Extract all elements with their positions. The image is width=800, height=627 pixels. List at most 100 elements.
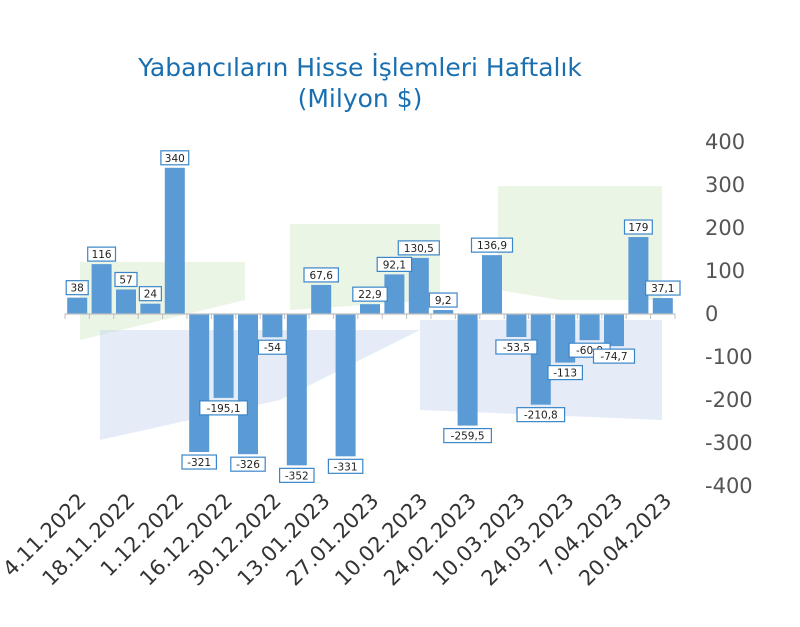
data-label: -195,1 — [199, 400, 249, 416]
data-label: 340 — [160, 150, 190, 166]
data-label-text: -74,7 — [600, 351, 627, 363]
data-label: 22,9 — [352, 286, 388, 302]
bar — [91, 264, 112, 314]
data-label-text: 24 — [144, 289, 158, 301]
y-tick-label: -300 — [705, 431, 753, 455]
data-label-box — [352, 286, 388, 302]
bar — [530, 314, 551, 405]
data-label-box — [181, 454, 218, 470]
data-label-text: 9,2 — [435, 295, 452, 307]
y-tick-label: -100 — [705, 345, 753, 369]
data-label-box — [114, 271, 138, 288]
data-label-text: 136,9 — [477, 240, 507, 252]
data-label: -326 — [230, 456, 266, 472]
chart-title-line2: (Milyon $) — [297, 84, 423, 113]
data-label: -54 — [257, 339, 287, 355]
data-label-text: 57 — [119, 274, 132, 286]
bar — [506, 314, 527, 338]
data-label-box — [470, 237, 514, 253]
bar — [238, 314, 258, 455]
bar — [408, 257, 429, 314]
data-label-text: -352 — [285, 470, 309, 482]
x-axis-ticks — [64, 314, 676, 319]
bar — [433, 310, 454, 314]
bar — [286, 314, 307, 466]
bar — [262, 314, 283, 338]
data-label: -113 — [547, 364, 584, 381]
bar — [335, 314, 356, 457]
data-label-text: -53,5 — [503, 342, 530, 354]
data-label: 67,6 — [303, 267, 340, 283]
data-label-box — [516, 407, 566, 423]
x-axis-tick-labels: 4.11.202218.11.20221.12.202216.12.202230… — [0, 489, 676, 591]
data-label-box — [592, 348, 636, 364]
data-label-box — [87, 246, 117, 262]
data-label: 24 — [138, 286, 162, 302]
data-label-text: -321 — [187, 457, 211, 469]
data-label-text: 67,6 — [310, 270, 334, 282]
data-label-box — [428, 292, 458, 308]
chart-title: Yabancıların Hisse İşlemleri Haftalık (M… — [0, 52, 720, 114]
bar — [579, 314, 600, 341]
bar — [482, 255, 502, 314]
y-axis-tick-labels: 400 300 200 100 0 -100 -200 -300 -400 — [705, 130, 753, 498]
data-label: 57 — [114, 271, 138, 288]
data-label-text: -113 — [553, 368, 577, 380]
y-tick-label: 300 — [705, 173, 745, 197]
data-label-text: 37,1 — [651, 283, 674, 295]
chart-title-line1: Yabancıların Hisse İşlemleri Haftalık — [138, 53, 582, 82]
data-labels-layer: 38 116 57 24 340 -321 -195,1 -326 -54 -352 67,6 -33… — [65, 150, 681, 483]
y-tick-label: 100 — [705, 259, 745, 283]
data-label: -210,8 — [516, 407, 566, 423]
data-label-text: -326 — [236, 459, 260, 471]
data-label: 136,9 — [470, 237, 514, 253]
bar — [311, 284, 332, 314]
data-label-box — [644, 280, 681, 296]
data-label: 37,1 — [644, 280, 681, 296]
data-label: -53,5 — [495, 339, 538, 355]
data-label-box — [376, 256, 413, 272]
bar — [457, 314, 478, 426]
bar — [213, 314, 234, 398]
data-label: -259,5 — [443, 427, 492, 444]
data-label-text: 116 — [92, 249, 112, 261]
data-label: 116 — [87, 246, 117, 262]
bar — [116, 289, 136, 314]
data-label-box — [327, 458, 364, 474]
y-tick-label: 200 — [705, 216, 745, 240]
bars-layer — [67, 167, 673, 466]
bar — [164, 167, 185, 314]
data-label-text: 130,5 — [404, 243, 434, 255]
data-label-box — [257, 339, 287, 355]
data-label-text: -331 — [334, 461, 358, 473]
data-label-text: 340 — [165, 153, 185, 165]
data-label-text: 179 — [628, 222, 648, 234]
data-label-box — [303, 267, 340, 283]
bar — [140, 303, 161, 314]
data-label-text: 92,1 — [383, 259, 406, 271]
data-label: -331 — [327, 458, 364, 474]
y-tick-label: -200 — [705, 388, 753, 412]
data-label-box — [279, 467, 315, 483]
data-label-box — [199, 400, 249, 416]
data-label-text: -210,8 — [524, 410, 558, 422]
bar — [189, 314, 210, 453]
y-tick-label: -400 — [705, 474, 753, 498]
data-label-box — [443, 427, 492, 444]
data-label: -352 — [279, 467, 315, 483]
data-label-text: 38 — [71, 283, 84, 295]
data-label-box — [160, 150, 190, 166]
data-label-box — [138, 286, 162, 302]
data-label-box — [495, 339, 538, 355]
data-label: 179 — [623, 219, 653, 235]
data-label: 38 — [65, 280, 89, 296]
bar — [384, 274, 405, 314]
y-tick-label: 0 — [705, 302, 718, 326]
data-label-text: -259,5 — [451, 431, 485, 443]
data-label-box — [547, 364, 584, 381]
data-label-box — [65, 280, 89, 296]
data-label-text: 22,9 — [358, 289, 381, 301]
bar — [628, 237, 649, 314]
bar — [360, 304, 380, 314]
